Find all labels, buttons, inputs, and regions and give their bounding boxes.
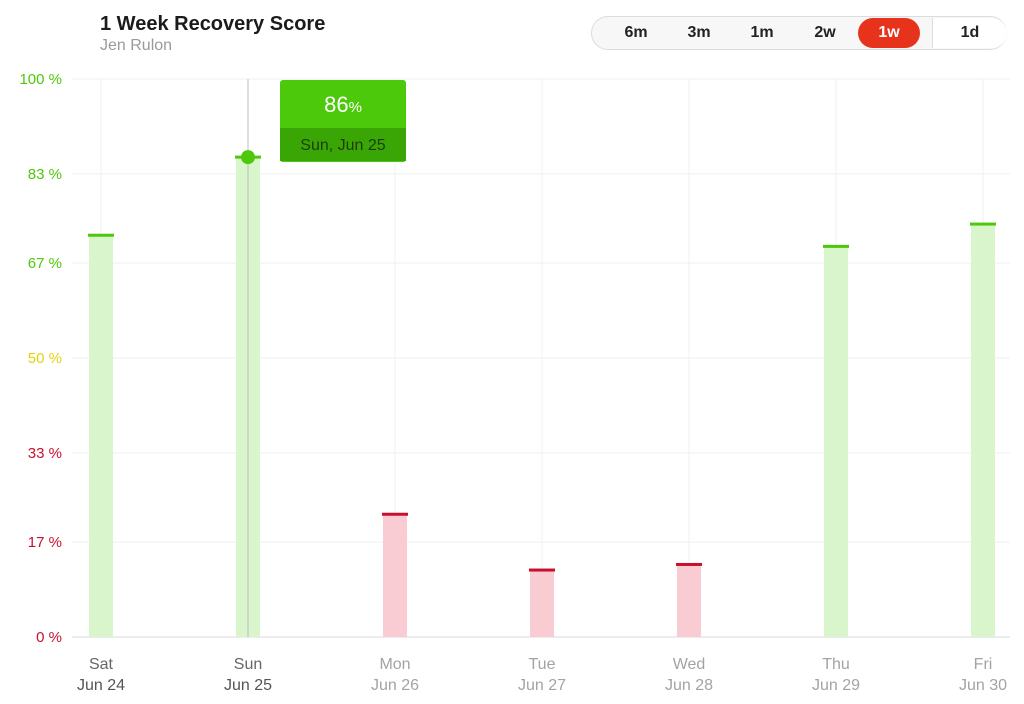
tooltip-value-box — [280, 80, 406, 162]
chart-title: 1 Week Recovery Score — [100, 13, 326, 35]
bar-cap-fri — [970, 222, 996, 226]
x-tick-day: Tue — [529, 656, 556, 673]
bar-mon[interactable] — [383, 514, 407, 637]
range-1m-button[interactable]: 1m — [750, 24, 774, 41]
bar-cap-thu — [823, 244, 849, 248]
range-2w-button[interactable]: 2w — [814, 24, 836, 41]
x-tick-day: Sun — [234, 656, 262, 673]
x-tick-day: Thu — [822, 656, 850, 673]
x-tick-day: Fri — [974, 656, 993, 673]
range-1w-button[interactable]: 1w — [858, 18, 920, 48]
tooltip-value-unit: % — [349, 99, 362, 116]
bar-cap-wed — [676, 562, 702, 566]
athlete-name: Jen Rulon — [100, 37, 173, 54]
time-range-selector: 6m 3m 1m 2w 1w 1d — [591, 16, 1007, 50]
y-tick-label: 17 % — [28, 534, 62, 551]
x-tick-day: Mon — [379, 656, 410, 673]
bar-sun[interactable] — [236, 157, 260, 637]
bar-tue[interactable] — [530, 570, 554, 637]
bar-thu[interactable] — [824, 246, 848, 637]
bar-sat[interactable] — [89, 235, 113, 638]
x-tick-day: Sat — [89, 656, 114, 673]
tooltip-value: 86% — [324, 92, 362, 117]
x-tick-date: Jun 26 — [371, 677, 419, 694]
bar-cap-sat — [88, 233, 114, 237]
tooltip-date: Sun, Jun 25 — [300, 137, 386, 154]
bar-wed[interactable] — [677, 564, 701, 637]
y-tick-label: 0 % — [36, 629, 62, 646]
chart-bars — [88, 155, 996, 638]
y-tick-label: 100 % — [19, 71, 62, 88]
bar-cap-tue — [529, 568, 555, 572]
x-tick-day: Wed — [673, 656, 706, 673]
y-tick-label: 67 % — [28, 255, 62, 272]
value-tooltip: 86% Sun, Jun 25 — [241, 79, 406, 637]
bar-cap-sun — [235, 155, 261, 159]
x-tick-date: Jun 25 — [224, 677, 272, 694]
x-tick-date: Jun 28 — [665, 677, 713, 694]
y-tick-label: 33 % — [28, 445, 62, 462]
tooltip-value-number: 86 — [324, 92, 348, 117]
hover-point — [241, 150, 255, 165]
y-tick-label: 83 % — [28, 166, 62, 183]
y-axis: 100 % 83 % 67 % 50 % 33 % 17 % 0 % — [19, 71, 62, 646]
y-tick-label: 50 % — [28, 350, 62, 367]
x-tick-date: Jun 24 — [77, 677, 125, 694]
range-6m-button[interactable]: 6m — [624, 24, 648, 41]
x-tick-date: Jun 27 — [518, 677, 566, 694]
x-axis: Sat Jun 24 Sun Jun 25 Mon Jun 26 Tue Jun 27 Wed J… — [77, 656, 1007, 694]
tooltip-date-box — [280, 128, 406, 161]
range-3m-button[interactable]: 3m — [687, 24, 711, 41]
bar-fri[interactable] — [971, 224, 995, 637]
chart-grid — [72, 78, 1010, 638]
x-tick-date: Jun 29 — [812, 677, 860, 694]
x-tick-date: Jun 30 — [959, 677, 1007, 694]
bar-cap-mon — [382, 512, 408, 516]
range-1d-button[interactable]: 1d — [932, 18, 1007, 48]
